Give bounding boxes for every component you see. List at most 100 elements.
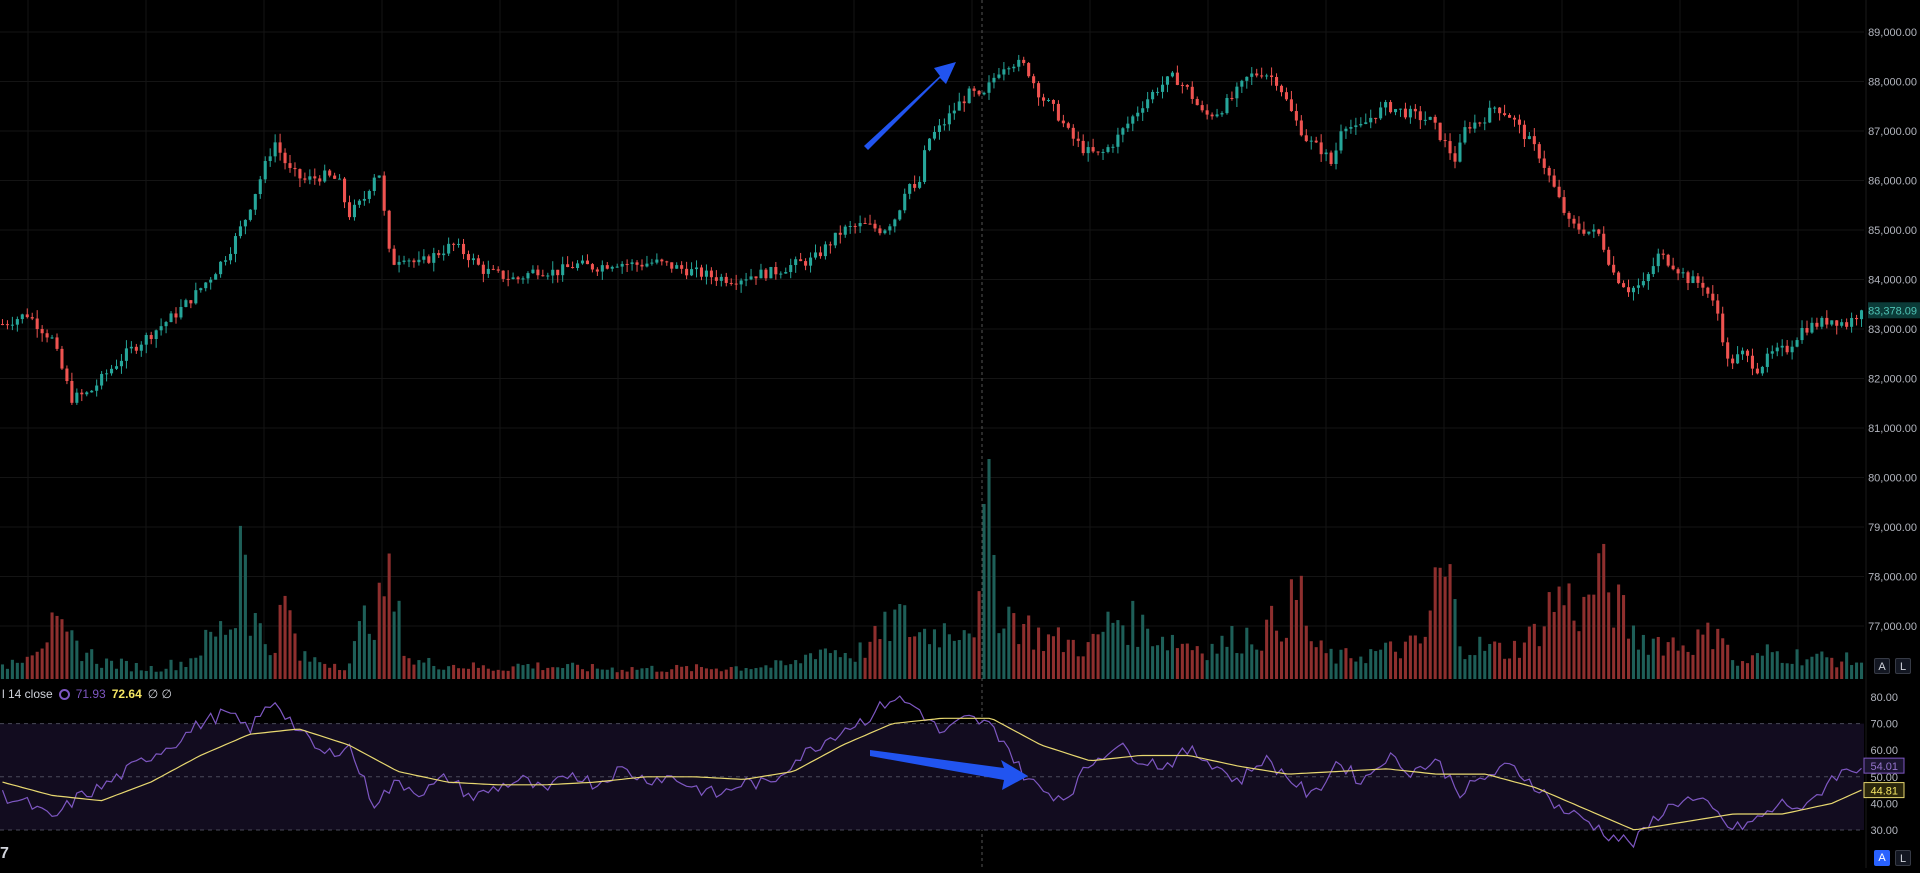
candle-body bbox=[392, 248, 396, 265]
candle-body bbox=[595, 269, 599, 272]
volume-bar bbox=[30, 655, 34, 679]
candle-body bbox=[1582, 229, 1586, 234]
candle-body bbox=[685, 268, 689, 276]
candle-body bbox=[328, 170, 332, 176]
candle-body bbox=[1032, 76, 1036, 84]
volume-bar bbox=[1587, 594, 1591, 679]
candle-body bbox=[516, 277, 520, 280]
candle-body bbox=[1245, 76, 1249, 81]
candle-body bbox=[50, 337, 54, 339]
volume-bar bbox=[1071, 639, 1075, 679]
volume-bar bbox=[918, 632, 922, 679]
rsi-legend[interactable]: l 14 close 71.93 72.64 ∅ ∅ bbox=[2, 687, 172, 701]
candle-body bbox=[1483, 122, 1487, 124]
volume-bar bbox=[1512, 640, 1517, 679]
candle-body bbox=[1745, 350, 1750, 356]
candle-body bbox=[1408, 108, 1412, 118]
candle-body bbox=[1349, 127, 1353, 129]
candle-body bbox=[233, 236, 238, 254]
candle-body bbox=[481, 264, 485, 274]
volume-bar bbox=[1532, 623, 1536, 679]
candle-body bbox=[521, 278, 525, 280]
candle-body bbox=[1795, 340, 1799, 347]
volume-bar bbox=[70, 630, 74, 679]
rsi-settings-icon[interactable] bbox=[58, 688, 70, 700]
volume-bar bbox=[1086, 642, 1090, 679]
candle-body bbox=[1547, 167, 1551, 176]
candle-body bbox=[402, 260, 406, 262]
volume-bar bbox=[1438, 567, 1442, 679]
candle-body bbox=[1508, 115, 1512, 118]
candle-body bbox=[149, 335, 153, 340]
volume-bar bbox=[169, 659, 173, 679]
candle-body bbox=[655, 259, 659, 263]
candle-body bbox=[273, 142, 277, 157]
candle-body bbox=[253, 194, 257, 210]
log-scale-button-rsi[interactable]: L bbox=[1895, 850, 1911, 866]
candle-body bbox=[293, 167, 297, 170]
volume-bar bbox=[566, 664, 570, 679]
candle-body bbox=[1716, 300, 1720, 314]
volume-bar bbox=[655, 671, 659, 679]
volume-bar bbox=[124, 660, 128, 679]
candle-body bbox=[1027, 63, 1031, 77]
volume-bar bbox=[1384, 642, 1388, 679]
volume-bar bbox=[1379, 649, 1383, 679]
volume-bar bbox=[1453, 599, 1457, 679]
volume-bar bbox=[1745, 663, 1750, 679]
volume-bar bbox=[298, 660, 302, 679]
candle-body bbox=[268, 156, 272, 162]
volume-bar bbox=[1696, 629, 1700, 679]
candle-body bbox=[114, 366, 119, 369]
candle-body bbox=[1126, 123, 1130, 129]
candle-body bbox=[1393, 109, 1398, 113]
candle-body bbox=[1562, 197, 1566, 213]
candle-body bbox=[789, 265, 793, 273]
candle-body bbox=[1384, 102, 1388, 108]
volume-bar bbox=[541, 670, 545, 679]
volume-bar bbox=[263, 644, 267, 679]
volume-bar bbox=[660, 671, 664, 679]
candle-body bbox=[699, 267, 704, 277]
volume-bar bbox=[1032, 649, 1036, 679]
volume-bar bbox=[1260, 650, 1264, 679]
volume-bar bbox=[303, 651, 307, 679]
candle-body bbox=[1175, 72, 1179, 85]
volume-bar bbox=[1215, 653, 1219, 679]
candle-body bbox=[992, 77, 996, 83]
candle-body bbox=[1096, 151, 1100, 153]
volume-bar bbox=[273, 652, 277, 679]
volume-bar bbox=[1275, 630, 1279, 679]
candle-body bbox=[1101, 151, 1105, 153]
auto-scale-button-rsi[interactable]: A bbox=[1874, 850, 1890, 866]
volume-bar bbox=[1066, 639, 1070, 679]
volume-bar bbox=[10, 659, 14, 679]
volume-bar bbox=[809, 653, 813, 679]
candle-body bbox=[219, 261, 223, 275]
volume-bar bbox=[1840, 661, 1844, 679]
volume-bar bbox=[853, 661, 857, 679]
auto-scale-button-main[interactable]: A bbox=[1874, 658, 1890, 674]
volume-bar bbox=[392, 611, 396, 679]
candle-body bbox=[1671, 265, 1675, 270]
candle-body bbox=[119, 360, 123, 367]
volume-bar bbox=[1344, 648, 1348, 679]
candle-body bbox=[110, 368, 114, 374]
volume-bar bbox=[531, 668, 535, 679]
candle-body bbox=[1542, 158, 1546, 168]
candle-body bbox=[1076, 138, 1080, 141]
volume-bar bbox=[1686, 651, 1690, 679]
candle-body bbox=[1051, 100, 1055, 104]
volume-bar bbox=[1428, 610, 1432, 679]
volume-bar bbox=[694, 664, 699, 679]
candle-body bbox=[343, 178, 347, 203]
volume-bar bbox=[1810, 656, 1814, 679]
candle-body bbox=[1636, 285, 1640, 288]
log-scale-button-main[interactable]: L bbox=[1895, 658, 1911, 674]
volume-bar bbox=[1557, 586, 1561, 679]
volume-bar bbox=[794, 660, 798, 679]
candle-body bbox=[804, 261, 808, 266]
volume-bar bbox=[481, 665, 485, 679]
